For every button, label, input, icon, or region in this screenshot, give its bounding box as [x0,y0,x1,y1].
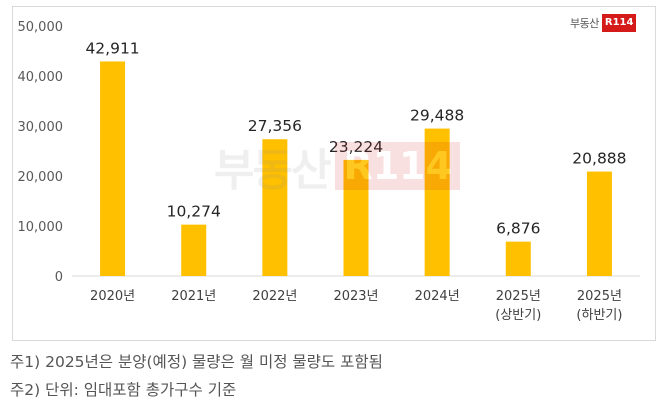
bar [586,171,612,276]
y-tick-label: 0 [55,270,63,285]
data-label: 6,876 [496,220,540,238]
data-label: 10,274 [167,203,221,221]
brand-badge: R114 [601,14,637,32]
data-label: 27,356 [248,117,302,135]
data-label: 29,488 [410,107,464,125]
data-label: 23,224 [329,138,383,156]
bar [343,159,369,276]
footnote-2: 주2) 단위: 임대포함 총가구수 기준 [10,381,237,399]
y-tick-label: 30,000 [18,120,64,135]
x-tick-label: (상반기) [495,308,541,323]
y-tick-label: 10,000 [18,220,64,235]
data-label: 20,888 [572,150,626,168]
x-tick-label: 2023년 [333,289,378,304]
x-tick-label: 2025년 [577,289,622,304]
x-tick-label: (하반기) [576,308,622,323]
brand-logo: 부동산 R114 [570,13,637,33]
bar [505,241,531,276]
y-tick-label: 20,000 [18,170,64,185]
bar [262,139,288,276]
x-tick-label: 2025년 [496,289,541,304]
bar [424,128,450,276]
x-tick-label: 2020년 [90,289,135,304]
brand-text: 부동산 [570,17,599,30]
y-tick-label: 40,000 [18,70,64,85]
bar [181,224,207,276]
data-label: 42,911 [85,39,139,57]
x-tick-label: 2024년 [415,289,460,304]
bar [100,61,126,276]
y-tick-label: 50,000 [18,20,64,35]
footnotes: 주1) 2025년은 분양(예정) 물량은 월 미정 물량도 포함됨 주2) 단… [10,348,383,404]
footnote-1: 주1) 2025년은 분양(예정) 물량은 월 미정 물량도 포함됨 [10,353,383,371]
bar-chart: 0 10,000 20,000 30,000 40,000 50,000 42,911 202… [18,20,640,323]
x-tick-label: 2021년 [171,289,216,304]
x-tick-label: 2022년 [252,289,297,304]
